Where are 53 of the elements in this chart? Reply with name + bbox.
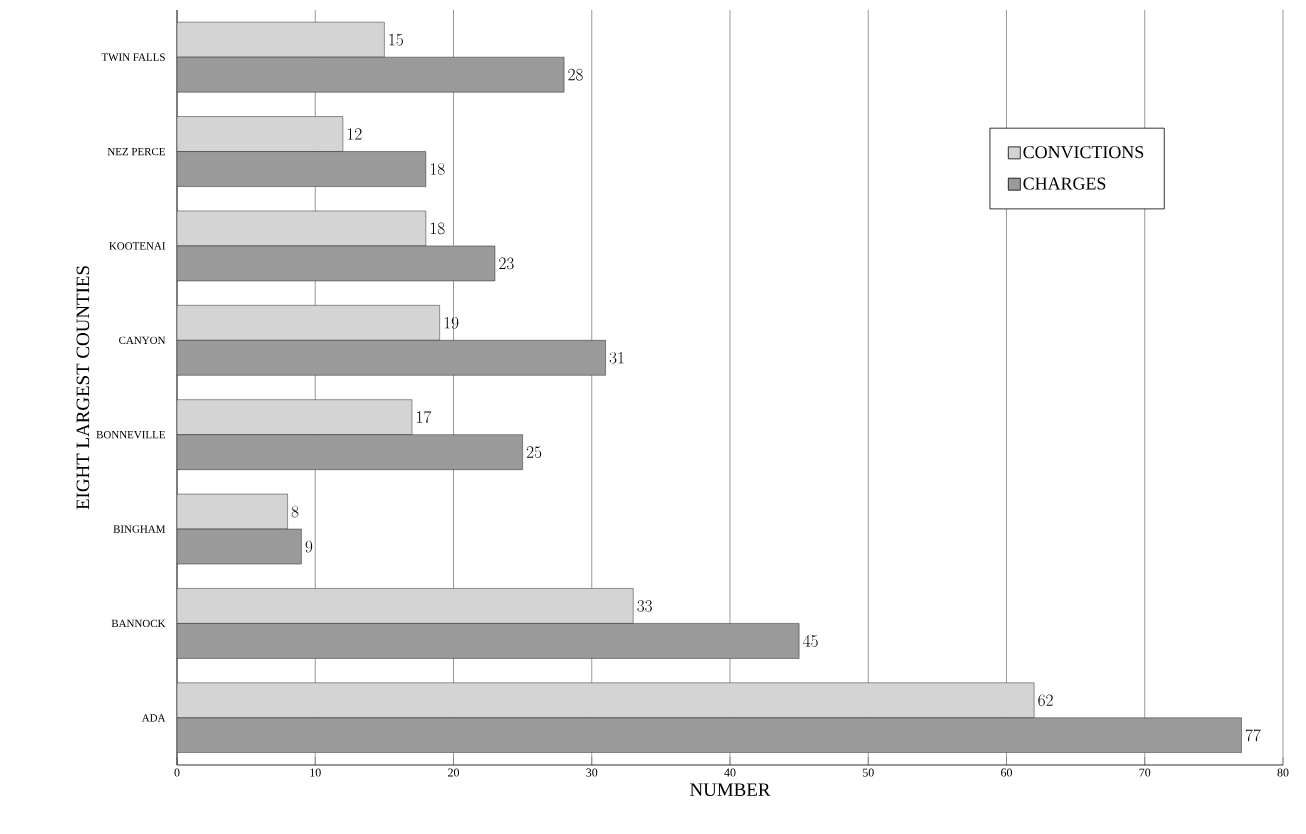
bar (177, 305, 440, 341)
bar (177, 399, 413, 435)
bar (177, 56, 565, 93)
data-label: 9 (305, 540, 313, 553)
bar (177, 717, 1242, 754)
x-tick-label: 70 (1139, 768, 1151, 777)
y-tick-label: BINGHAM (113, 525, 166, 533)
x-tick-label: 80 (1277, 768, 1289, 777)
x-axis-title: NUMBER (690, 783, 771, 797)
bar (177, 588, 634, 624)
bar (177, 623, 800, 659)
data-label: 25 (526, 446, 542, 459)
x-tick-label: 60 (1001, 768, 1013, 777)
y-tick-label: NEZ PERCE (107, 147, 165, 156)
bar (177, 245, 496, 282)
y-tick-label: BONNEVILLE (96, 430, 165, 439)
y-tick-label: KOOTENAI (109, 242, 166, 250)
data-label: 15 (389, 33, 403, 46)
legend-label: CHARGES (1023, 177, 1106, 190)
bar (177, 21, 385, 58)
bar (177, 493, 288, 530)
y-tick-label: BANNOCK (111, 619, 166, 628)
x-tick-label: 50 (862, 768, 874, 777)
x-tick-label: 40 (724, 768, 736, 777)
data-label: 17 (417, 411, 432, 424)
data-label: 19 (444, 316, 459, 329)
bar (177, 210, 427, 247)
data-label: 77 (1245, 729, 1261, 742)
data-label: 28 (568, 68, 583, 81)
y-tick-label: CANYON (119, 336, 166, 344)
data-label: 12 (347, 128, 362, 140)
bar (177, 340, 606, 376)
legend-label: CONVICTIONS (1023, 146, 1144, 159)
x-tick-label: 20 (448, 768, 460, 777)
bar (177, 528, 302, 565)
x-tick-label: 0 (174, 768, 180, 777)
bar (177, 116, 344, 152)
data-label: 8 (291, 505, 299, 518)
data-label: 33 (637, 600, 652, 612)
y-tick-label: TWIN FALLS (101, 53, 165, 61)
data-label: 45 (802, 634, 818, 647)
data-label: 23 (499, 257, 514, 270)
data-label: 18 (430, 163, 445, 175)
x-tick-label: 10 (310, 768, 321, 777)
y-tick-label: ADA (141, 714, 166, 722)
bar (177, 682, 1035, 719)
bar (177, 151, 427, 187)
x-tick-label: 30 (586, 768, 598, 777)
data-label: 18 (430, 222, 445, 235)
y-axis-title: EIGHT LARGEST COUNTIES (76, 266, 90, 510)
bar (177, 434, 523, 470)
data-label: 62 (1038, 694, 1053, 707)
data-label: 31 (609, 351, 624, 364)
